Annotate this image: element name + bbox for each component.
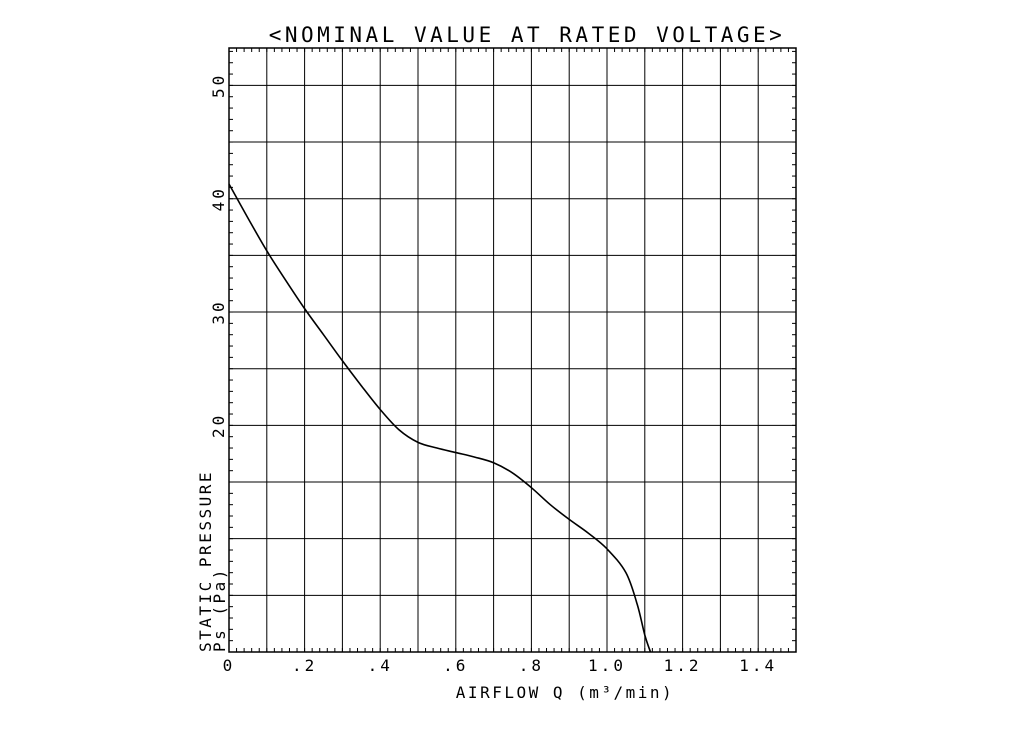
grid: [229, 48, 796, 652]
x-tick-label: .8: [519, 656, 544, 675]
y-tick-label: 20: [209, 413, 228, 438]
minor-ticks: [228, 48, 797, 653]
y-axis-label-line1: STATIC PRESSURE: [196, 470, 215, 652]
plot-frame: [228, 47, 797, 653]
y-tick-label: 40: [209, 186, 228, 211]
pq-curve-line: [228, 183, 652, 653]
x-tick-label: .4: [368, 656, 393, 675]
x-tick-label: .6: [443, 656, 468, 675]
y-tick-label: 50: [209, 73, 228, 98]
x-tick-label: 0: [223, 656, 236, 675]
x-tick-labels: 0 .2 .4 .6 .8 1.0 1.2 1.4: [223, 656, 777, 675]
y-axis-label-line2: Ps (Pa): [210, 567, 229, 652]
x-axis-label: AIRFLOW Q (m³/min): [456, 683, 674, 702]
x-tick-label: .2: [292, 656, 317, 675]
y-tick-label: 30: [209, 299, 228, 324]
chart-title: <NOMINAL VALUE AT RATED VOLTAGE>: [269, 23, 786, 47]
x-tick-label: 1.4: [739, 656, 777, 675]
x-tick-label: 1.0: [588, 656, 626, 675]
data-points: [228, 183, 651, 653]
x-tick-label: 1.2: [664, 656, 702, 675]
y-tick-labels: 20 30 40 50: [209, 73, 228, 438]
